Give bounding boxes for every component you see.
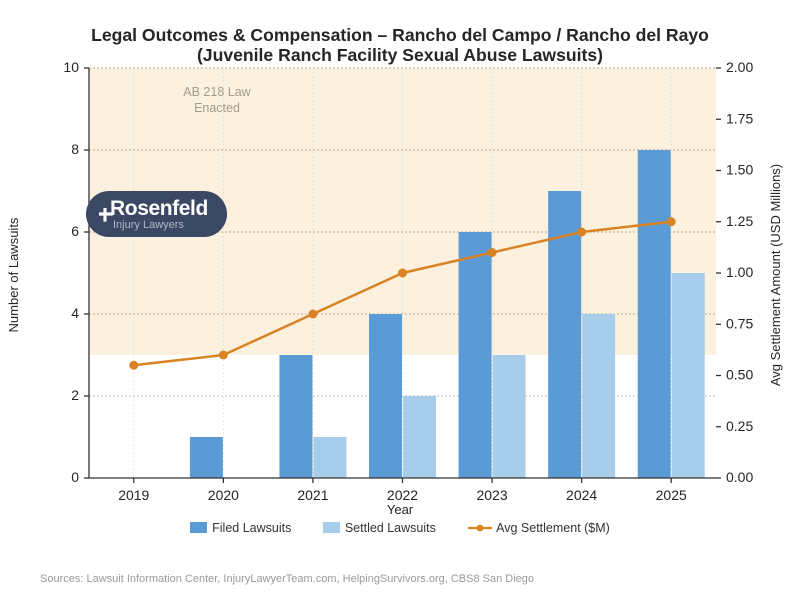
svg-text:6: 6 <box>71 223 79 239</box>
svg-text:0.00: 0.00 <box>726 469 753 485</box>
svg-text:0: 0 <box>71 469 79 485</box>
svg-text:8: 8 <box>71 141 79 157</box>
svg-text:2024: 2024 <box>566 487 597 503</box>
svg-text:1.00: 1.00 <box>726 264 753 280</box>
svg-text:2020: 2020 <box>208 487 239 503</box>
svg-text:2019: 2019 <box>118 487 149 503</box>
svg-text:Enacted: Enacted <box>194 101 240 115</box>
svg-text:2: 2 <box>71 387 79 403</box>
svg-text:2022: 2022 <box>387 487 418 503</box>
svg-text:0.50: 0.50 <box>726 367 753 383</box>
svg-text:2025: 2025 <box>656 487 687 503</box>
svg-text:0.25: 0.25 <box>726 418 753 434</box>
svg-text:2023: 2023 <box>476 487 507 503</box>
svg-text:AB 218 Law: AB 218 Law <box>183 85 251 99</box>
svg-text:1.25: 1.25 <box>726 213 753 229</box>
svg-text:0.75: 0.75 <box>726 315 753 331</box>
svg-text:2021: 2021 <box>297 487 328 503</box>
svg-text:2.00: 2.00 <box>726 59 753 75</box>
svg-text:10: 10 <box>63 59 79 75</box>
svg-text:1.50: 1.50 <box>726 162 753 178</box>
svg-text:1.75: 1.75 <box>726 110 753 126</box>
svg-text:4: 4 <box>71 305 79 321</box>
